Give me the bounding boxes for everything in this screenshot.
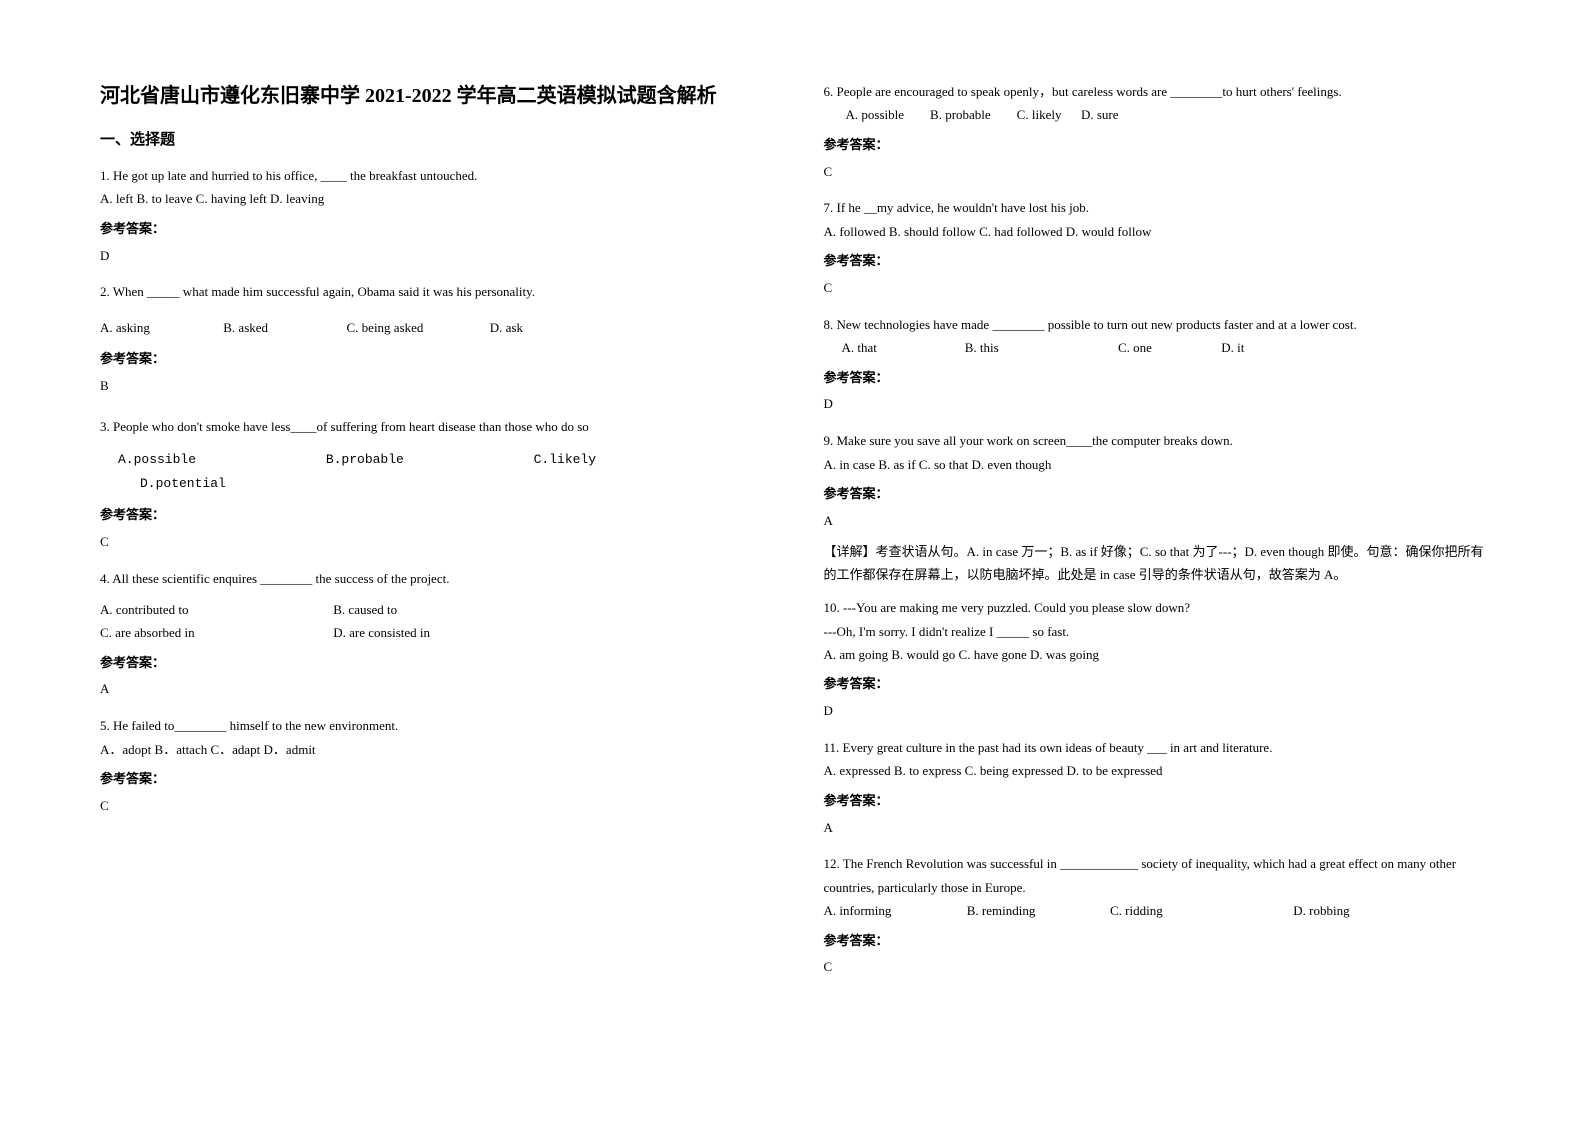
q7-answer: C xyxy=(824,278,1488,299)
question-1: 1. He got up late and hurried to his off… xyxy=(100,164,764,211)
q11-text: 11. Every great culture in the past had … xyxy=(824,736,1488,759)
q10-answer: D xyxy=(824,701,1488,722)
q11-options: A. expressed B. to express C. being expr… xyxy=(824,759,1488,782)
q3-opt-b: B.probable xyxy=(326,448,526,471)
section-heading: 一、选择题 xyxy=(100,128,764,152)
answer-label: 参考答案： xyxy=(100,219,764,240)
q4-opt-a: A. contributed to xyxy=(100,598,330,621)
q4-options-row2: C. are absorbed in D. are consisted in xyxy=(100,621,764,644)
q2-opt-c: C. being asked xyxy=(347,316,457,339)
q8-opt-d: D. it xyxy=(1221,340,1244,355)
question-3: 3. People who don't smoke have less____o… xyxy=(100,415,764,495)
page-title: 河北省唐山市遵化东旧寨中学 2021-2022 学年高二英语模拟试题含解析 xyxy=(100,80,764,112)
q12-opt-b: B. reminding xyxy=(967,899,1107,922)
q8-answer: D xyxy=(824,394,1488,415)
q2-text: 2. When _____ what made him successful a… xyxy=(100,280,764,303)
q9-options: A. in case B. as if C. so that D. even t… xyxy=(824,453,1488,476)
q4-options-row1: A. contributed to B. caused to xyxy=(100,598,764,621)
answer-label: 参考答案： xyxy=(824,674,1488,695)
q3-opt-d: D.potential xyxy=(140,476,226,491)
question-4: 4. All these scientific enquires _______… xyxy=(100,567,764,645)
q12-opt-c: C. ridding xyxy=(1110,899,1290,922)
q9-text: 9. Make sure you save all your work on s… xyxy=(824,429,1488,452)
left-column: 河北省唐山市遵化东旧寨中学 2021-2022 学年高二英语模拟试题含解析 一、… xyxy=(100,80,794,1082)
q4-text: 4. All these scientific enquires _______… xyxy=(100,567,764,590)
q3-answer: C xyxy=(100,532,764,553)
q3-opt-c: C.likely xyxy=(534,448,596,471)
answer-label: 参考答案： xyxy=(100,505,764,526)
q2-opt-a: A. asking xyxy=(100,316,190,339)
q4-opt-d: D. are consisted in xyxy=(333,625,430,640)
q7-options: A. followed B. should follow C. had foll… xyxy=(824,220,1488,243)
q12-answer: C xyxy=(824,957,1488,978)
q5-text: 5. He failed to________ himself to the n… xyxy=(100,714,764,737)
q12-opt-d: D. robbing xyxy=(1293,903,1349,918)
question-6: 6. People are encouraged to speak openly… xyxy=(824,80,1488,127)
answer-label: 参考答案： xyxy=(824,484,1488,505)
right-column: 6. People are encouraged to speak openly… xyxy=(794,80,1488,1082)
answer-label: 参考答案： xyxy=(824,791,1488,812)
answer-label: 参考答案： xyxy=(100,349,764,370)
question-10: 10. ---You are making me very puzzled. C… xyxy=(824,596,1488,666)
q11-answer: A xyxy=(824,818,1488,839)
q7-text: 7. If he __my advice, he wouldn't have l… xyxy=(824,196,1488,219)
q12-text: 12. The French Revolution was successful… xyxy=(824,852,1488,899)
q8-options: A. that B. this C. one D. it xyxy=(842,336,1488,359)
answer-label: 参考答案： xyxy=(824,368,1488,389)
q8-opt-b: B. this xyxy=(965,336,1115,359)
q2-opt-b: B. asked xyxy=(223,316,313,339)
q3-options: A.possible B.probable C.likely xyxy=(118,448,764,471)
q5-options: A．adopt B．attach C．adapt D．admit xyxy=(100,738,764,761)
answer-label: 参考答案： xyxy=(824,135,1488,156)
q4-opt-c: C. are absorbed in xyxy=(100,621,330,644)
answer-label: 参考答案： xyxy=(100,653,764,674)
question-2: 2. When _____ what made him successful a… xyxy=(100,280,764,339)
q8-text: 8. New technologies have made ________ p… xyxy=(824,313,1488,336)
q12-opt-a: A. informing xyxy=(824,899,964,922)
answer-label: 参考答案： xyxy=(824,931,1488,952)
question-9: 9. Make sure you save all your work on s… xyxy=(824,429,1488,476)
question-12: 12. The French Revolution was successful… xyxy=(824,852,1488,922)
q10-text1: 10. ---You are making me very puzzled. C… xyxy=(824,596,1488,619)
q12-options: A. informing B. reminding C. ridding D. … xyxy=(824,899,1488,922)
q3-text: 3. People who don't smoke have less____o… xyxy=(100,415,764,438)
q9-explain: 【详解】考查状语从句。A. in case 万一；B. as if 好像；C. … xyxy=(824,540,1488,587)
question-7: 7. If he __my advice, he wouldn't have l… xyxy=(824,196,1488,243)
q9-answer: A xyxy=(824,511,1488,532)
answer-label: 参考答案： xyxy=(100,769,764,790)
q2-opt-d: D. ask xyxy=(490,316,523,339)
q4-opt-b: B. caused to xyxy=(333,602,397,617)
q8-opt-c: C. one xyxy=(1118,336,1218,359)
answer-label: 参考答案： xyxy=(824,251,1488,272)
question-11: 11. Every great culture in the past had … xyxy=(824,736,1488,783)
q8-opt-a: A. that xyxy=(842,336,962,359)
q1-answer: D xyxy=(100,246,764,267)
q1-text: 1. He got up late and hurried to his off… xyxy=(100,164,764,187)
q6-options: A. possible B. probable C. likely D. sur… xyxy=(824,103,1488,126)
q10-text2: ---Oh, I'm sorry. I didn't realize I ___… xyxy=(824,620,1488,643)
q4-answer: A xyxy=(100,679,764,700)
question-8: 8. New technologies have made ________ p… xyxy=(824,313,1488,360)
question-5: 5. He failed to________ himself to the n… xyxy=(100,714,764,761)
q2-answer: B xyxy=(100,376,764,397)
q3-opt-a: A.possible xyxy=(118,448,318,471)
q3-options-2: D.potential xyxy=(140,472,764,495)
q6-answer: C xyxy=(824,162,1488,183)
q1-options: A. left B. to leave C. having left D. le… xyxy=(100,187,764,210)
q5-answer: C xyxy=(100,796,764,817)
q6-text: 6. People are encouraged to speak openly… xyxy=(824,80,1488,103)
q10-options: A. am going B. would go C. have gone D. … xyxy=(824,643,1488,666)
q2-options: A. asking B. asked C. being asked D. ask xyxy=(100,316,764,339)
